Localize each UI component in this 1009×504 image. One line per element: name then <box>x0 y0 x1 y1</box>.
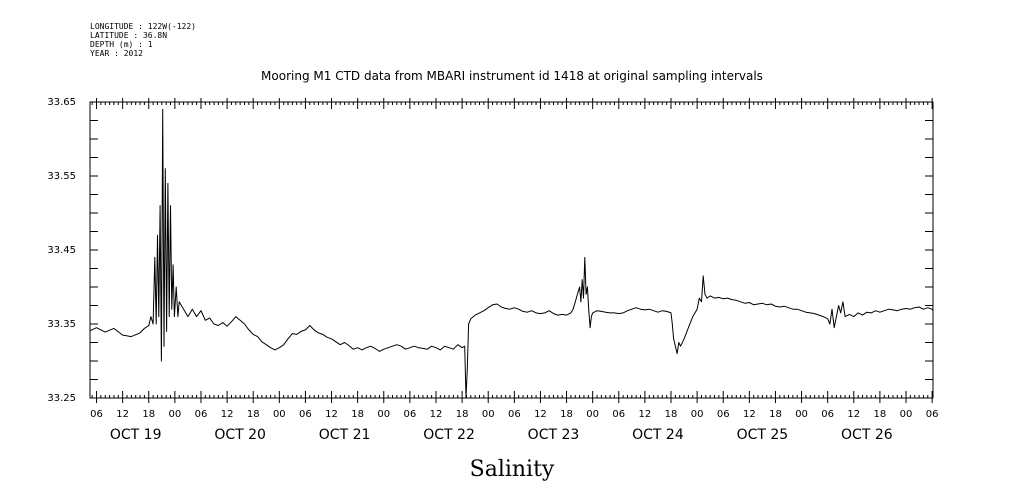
x-hour-label: 18 <box>351 409 364 420</box>
x-hour-label: 00 <box>377 409 390 420</box>
x-hour-label: 00 <box>273 409 286 420</box>
meta-longitude: LONGITUDE : 122W(-122) <box>90 22 196 31</box>
x-axis-label: Salinity <box>470 457 555 482</box>
x-date-label: OCT 21 <box>319 427 371 443</box>
x-hour-label: 06 <box>821 409 834 420</box>
x-hour-label: 00 <box>900 409 913 420</box>
plot-frame <box>89 101 934 399</box>
x-hour-label: 12 <box>430 409 443 420</box>
y-tick-label: 33.35 <box>47 319 76 330</box>
x-hour-label: 00 <box>691 409 704 420</box>
x-date-label: OCT 20 <box>214 427 266 443</box>
y-tick-label: 33.45 <box>47 245 76 256</box>
x-hour-label: 12 <box>116 409 129 420</box>
x-axis: 06 12 18 00 06 12 18 00 06 12 18 00 06 12 18 00 06 12 18 00… <box>90 98 938 443</box>
x-hour-label: 18 <box>769 409 782 420</box>
meta-depth: DEPTH (m) : 1 <box>90 40 153 49</box>
x-hour-label: 00 <box>795 409 808 420</box>
y-tick-label: 33.55 <box>47 171 76 182</box>
x-hour-label: 18 <box>456 409 469 420</box>
x-hour-label: 06 <box>299 409 312 420</box>
plot-area <box>89 108 934 399</box>
x-hour-label: 06 <box>195 409 208 420</box>
x-hour-label: 06 <box>612 409 625 420</box>
x-hour-label: 12 <box>743 409 756 420</box>
x-hour-label: 18 <box>665 409 678 420</box>
meta-year: YEAR : 2012 <box>90 49 143 58</box>
x-hour-label: 06 <box>717 409 730 420</box>
x-hour-label: 18 <box>142 409 155 420</box>
y-tick-label: 33.25 <box>47 393 76 404</box>
x-date-label: OCT 19 <box>110 427 162 443</box>
x-hour-label: 12 <box>221 409 234 420</box>
y-tick-label: 33.65 <box>47 97 76 108</box>
x-date-label: OCT 24 <box>632 427 684 443</box>
x-date-label: OCT 22 <box>423 427 475 443</box>
meta-latitude: LATITUDE : 36.8N <box>90 31 168 40</box>
x-hour-label: 00 <box>168 409 181 420</box>
x-date-label: OCT 26 <box>841 427 893 443</box>
x-hour-label: 00 <box>586 409 599 420</box>
x-hour-label: 06 <box>926 409 939 420</box>
x-hour-label: 18 <box>560 409 573 420</box>
chart-title: Mooring M1 CTD data from MBARI instrumen… <box>261 69 763 83</box>
metadata-block: LONGITUDE : 122W(-122) LATITUDE : 36.8N … <box>90 22 196 58</box>
x-hour-label: 06 <box>404 409 417 420</box>
x-hour-label: 06 <box>508 409 521 420</box>
x-date-label: OCT 25 <box>737 427 789 443</box>
x-hour-label: 18 <box>874 409 887 420</box>
x-hour-label: 06 <box>90 409 103 420</box>
x-date-label: OCT 23 <box>528 427 580 443</box>
y-axis: 33.65 33.55 33.45 33.35 33.25 <box>47 97 933 404</box>
salinity-line <box>89 108 934 399</box>
x-hour-label: 12 <box>847 409 860 420</box>
x-hour-label: 18 <box>247 409 260 420</box>
x-hour-label: 12 <box>639 409 652 420</box>
x-hour-label: 12 <box>534 409 547 420</box>
x-hour-label: 12 <box>325 409 338 420</box>
x-hour-label: 00 <box>482 409 495 420</box>
